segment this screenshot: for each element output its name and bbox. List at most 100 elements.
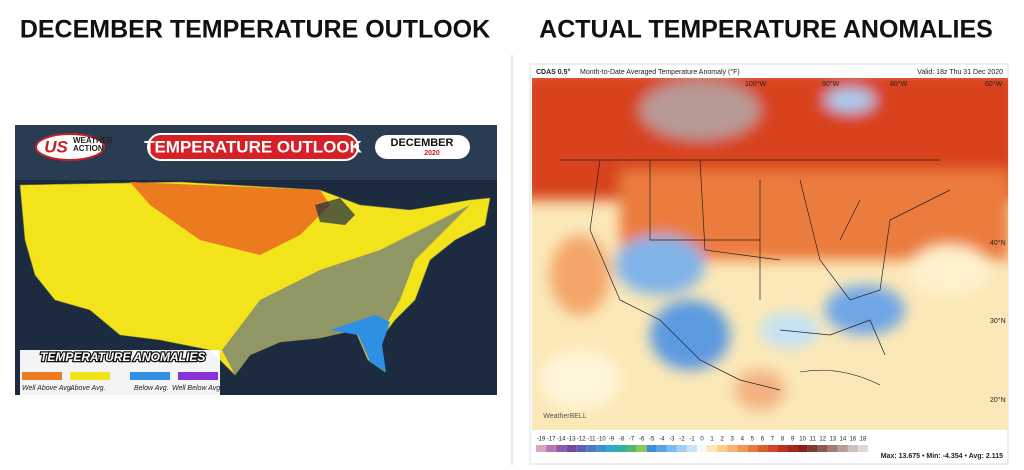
colorbar-swatch [556, 445, 567, 452]
model: CDAS 0.5° [536, 68, 571, 76]
lon-label: 80°W [890, 80, 908, 88]
logo-short: US [44, 137, 68, 156]
colorbar-swatch [686, 445, 697, 452]
colorbar-label: 1 [710, 437, 714, 443]
colorbar-swatch [576, 445, 587, 452]
colorbar-label: 4 [741, 437, 745, 443]
lon-label: 60°W [985, 80, 1003, 88]
left-title: DECEMBER TEMPERATURE OUTLOOK [20, 16, 490, 44]
colorbar-swatch [626, 445, 637, 452]
lat-label: 40°N [990, 239, 1006, 247]
colorbar-swatch [566, 445, 577, 452]
lat-label: 20°N [990, 396, 1006, 404]
colorbar-swatch [536, 445, 547, 452]
colorbar-swatch [747, 445, 758, 452]
colorbar-label: 11 [810, 437, 817, 443]
legend-swatch [70, 372, 110, 380]
colorbar-label: -3 [669, 437, 675, 443]
anomaly-map [532, 78, 1008, 430]
colorbar-swatch [717, 445, 728, 452]
colorbar-label: 7 [771, 437, 775, 443]
colorbar-label: -5 [649, 437, 655, 443]
legend-label: Above Avg. [69, 385, 105, 392]
legend-title: TEMPERATURE ANOMALIES [40, 350, 205, 364]
colorbar-label: 0 [700, 437, 704, 443]
colorbar-label: 16 [850, 437, 857, 443]
colorbar-label: 2 [720, 437, 724, 443]
colorbar-swatch [546, 445, 557, 452]
colorbar-label: 14 [840, 437, 847, 443]
colorbar-label: -7 [629, 437, 635, 443]
lon-label: 100°W [745, 80, 766, 88]
colorbar-label: -19 [537, 437, 546, 443]
legend-label: Well Below Avg. [172, 385, 222, 392]
colorbar-label: 13 [829, 437, 836, 443]
colorbar-swatch [616, 445, 627, 452]
colorbar-label: -12 [577, 437, 586, 443]
colorbar-label: -4 [659, 437, 665, 443]
colorbar-label: -8 [619, 437, 625, 443]
year: 2020 [424, 150, 440, 157]
colorbar-label: -14 [557, 437, 566, 443]
colorbar-label: -17 [547, 437, 556, 443]
legend: Well Above Avg.Above Avg. Below Avg. Well … [22, 372, 222, 392]
colorbar-swatch [847, 445, 858, 452]
legend-swatch [130, 372, 170, 380]
colorbar-label: 10 [799, 437, 806, 443]
colorbar-label: 9 [791, 437, 795, 443]
logo-text: WEATHER ACTION [73, 137, 113, 153]
colorbar-swatch [807, 445, 818, 452]
colorbar: -19 -17 -14 -13 -12 -11 -10 -9 -8 -7 -6 -5 -4 -3 -2 -1 0… [536, 437, 868, 452]
colorbar-label: -1 [689, 437, 695, 443]
colorbar-swatch [777, 445, 788, 452]
colorbar-swatch [676, 445, 687, 452]
colorbar-swatch [737, 445, 748, 452]
colorbar-label: -2 [679, 437, 685, 443]
month-box [375, 135, 470, 159]
colorbar-swatch [646, 445, 657, 452]
colorbar-label: 18 [860, 437, 867, 443]
colorbar-label: -6 [639, 437, 645, 443]
colorbar-swatch [797, 445, 808, 452]
colorbar-label: -11 [587, 437, 596, 443]
credit: WeatherBELL [543, 413, 587, 420]
colorbar-swatch [666, 445, 677, 452]
stats: Max: 13.675 • Min: -4.354 • Avg: 2.115 [881, 453, 1003, 460]
legend-swatch [22, 372, 62, 380]
legend-swatch [178, 372, 218, 380]
colorbar-label: -9 [609, 437, 615, 443]
colorbar-swatch [606, 445, 617, 452]
colorbar-swatch [827, 445, 838, 452]
colorbar-label: 3 [731, 437, 735, 443]
colorbar-swatch [596, 445, 607, 452]
colorbar-swatch [696, 445, 708, 452]
colorbar-swatch [837, 445, 848, 452]
colorbar-label: -13 [567, 437, 576, 443]
colorbar-label: -10 [597, 437, 606, 443]
valid: Valid: 18z Thu 31 Dec 2020 [917, 69, 1003, 76]
description: Month-to-Date Averaged Temperature Anoma… [580, 68, 740, 76]
colorbar-swatch [767, 445, 778, 452]
legend-label: Below Avg. [134, 385, 169, 392]
colorbar-swatch [857, 445, 868, 452]
colorbar-swatch [707, 445, 718, 452]
lon-label: 90°W [822, 80, 840, 88]
colorbar-swatch [817, 445, 828, 452]
colorbar-swatch [586, 445, 597, 452]
banner: TEMPERATURE OUTLOOK [144, 137, 363, 156]
colorbar-label: 5 [751, 437, 755, 443]
lat-label: 30°N [990, 317, 1006, 325]
right-title: ACTUAL TEMPERATURE ANOMALIES [539, 16, 993, 44]
banner-box [147, 133, 359, 161]
colorbar-label: 8 [781, 437, 785, 443]
colorbar-label: 12 [819, 437, 826, 443]
outlook-map [15, 125, 497, 395]
colorbar-swatch [757, 445, 768, 452]
colorbar-swatch [636, 445, 647, 452]
logo: US WEATHER ACTION [35, 133, 113, 161]
colorbar-swatch [656, 445, 667, 452]
legend-label: Well Above Avg. [22, 385, 73, 392]
month: DECEMBER [391, 137, 454, 149]
colorbar-label: 6 [761, 437, 765, 443]
